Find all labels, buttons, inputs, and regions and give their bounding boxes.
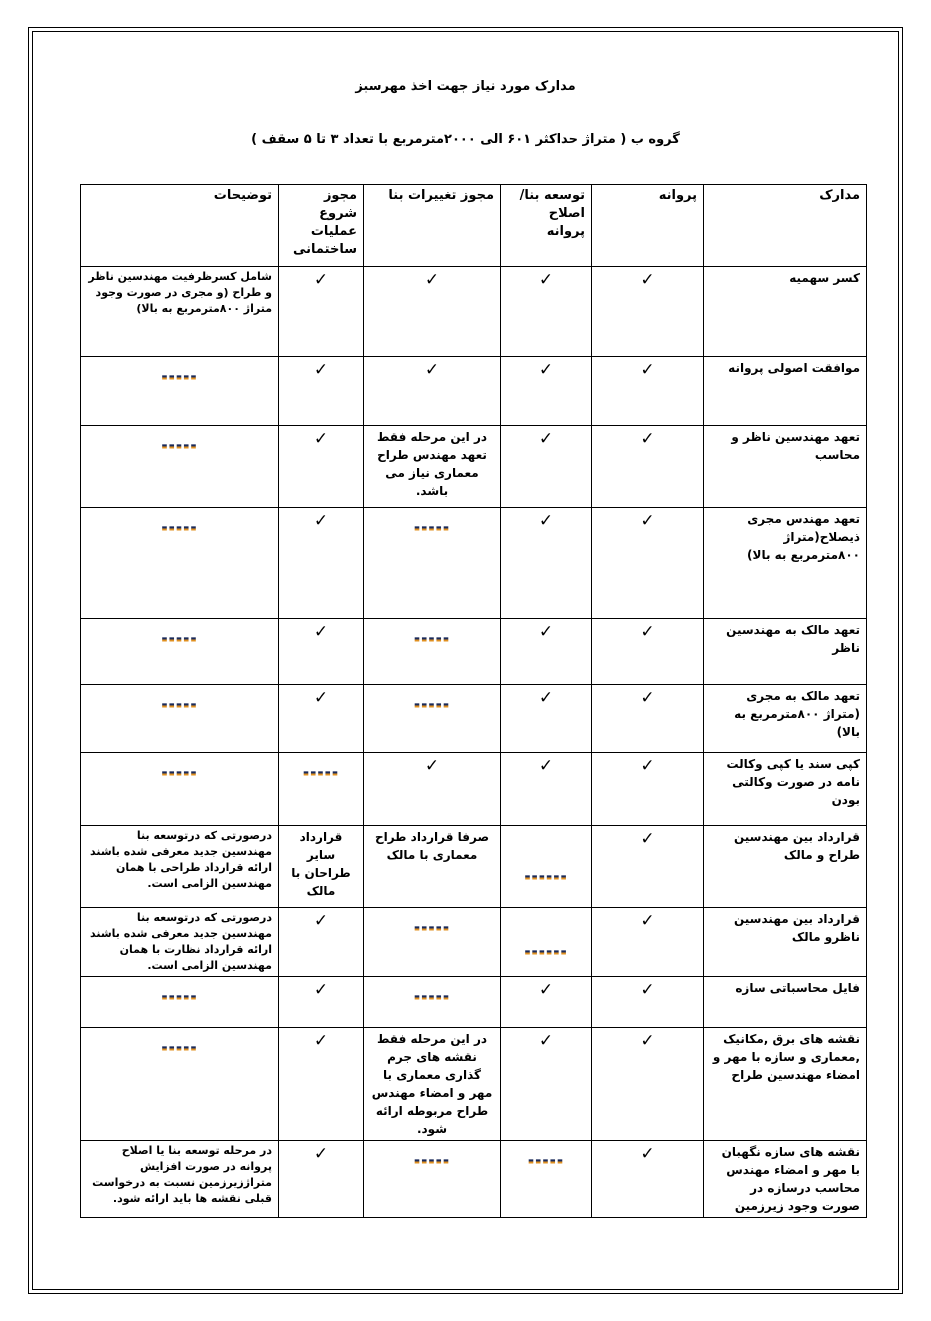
page-border-outer bbox=[28, 27, 903, 1294]
dash-placeholder: ----- bbox=[80, 356, 279, 426]
cell-notes: شامل کسرظرفیت مهندسین ناظر و طراح (و مجر… bbox=[80, 266, 279, 357]
cell-document: تعهد مهندس مجری ذیصلاح(متراژ ۸۰۰مترمربع … bbox=[703, 507, 867, 619]
check-icon: ✓ bbox=[278, 1027, 364, 1141]
dash-placeholder: ----- bbox=[80, 618, 279, 685]
cell-document: تعهد مالک به مهندسین ناظر bbox=[703, 618, 867, 685]
dash-placeholder: ----- bbox=[80, 976, 279, 1028]
cell-document: نقشه های برق ,مکانیک ,معماری و سازه با م… bbox=[703, 1027, 867, 1141]
check-icon: ✓ bbox=[591, 684, 704, 753]
dash-placeholder: ----- bbox=[278, 752, 364, 826]
table-row: نقشه های برق ,مکانیک ,معماری و سازه با م… bbox=[80, 1027, 867, 1141]
document-subtitle: گروه ب ( متراژ حداکثر ۶۰۱ الی ۲۰۰۰مترمرب… bbox=[251, 132, 680, 147]
check-icon: ✓ bbox=[500, 1027, 592, 1141]
header-permit: پروانه bbox=[591, 184, 704, 267]
check-icon: ✓ bbox=[278, 618, 364, 685]
cell-document: موافقت اصولی پروانه bbox=[703, 356, 867, 426]
check-icon: ✓ bbox=[591, 618, 704, 685]
check-icon: ✓ bbox=[591, 266, 704, 357]
check-icon: ✓ bbox=[500, 618, 592, 685]
check-icon: ✓ bbox=[500, 976, 592, 1028]
check-icon: ✓ bbox=[500, 425, 592, 508]
cell-start-permit: قرارداد سایر طراحان با مالک bbox=[278, 825, 364, 908]
cell-change-permit: صرفا قرارداد طراح معماری با مالک bbox=[363, 825, 501, 908]
check-icon: ✓ bbox=[278, 1140, 364, 1218]
check-icon: ✓ bbox=[363, 356, 501, 426]
table-row: موافقت اصولی پروانه ✓ ✓ ✓ ✓ ----- bbox=[80, 356, 867, 426]
check-icon: ✓ bbox=[278, 976, 364, 1028]
cell-document: تعهد مالک به مجری (متراژ ۸۰۰مترمربع به ب… bbox=[703, 684, 867, 753]
table-row: تعهد مهندسین ناظر و محاسب ✓ ✓ در این مرحله … bbox=[80, 425, 867, 508]
table-row: نقشه های سازه نگهبان با مهر و امضاء مهند… bbox=[80, 1140, 867, 1218]
table-row: تعهد مهندس مجری ذیصلاح(متراژ ۸۰۰مترمربع … bbox=[80, 507, 867, 619]
cell-change-permit: در این مرحله فقط نقشه های جرم گذاری معما… bbox=[363, 1027, 501, 1141]
cell-document: کسر سهمیه bbox=[703, 266, 867, 357]
dash-placeholder: ----- bbox=[363, 1140, 501, 1218]
header-change-permit: مجوز تغییرات بنا bbox=[363, 184, 501, 267]
table-row: قرارداد بین مهندسین طراح و مالک ✓ ------ صر… bbox=[80, 825, 867, 908]
dash-placeholder: ----- bbox=[80, 425, 279, 508]
check-icon: ✓ bbox=[278, 507, 364, 619]
dash-placeholder: ----- bbox=[363, 507, 501, 619]
dash-placeholder: ----- bbox=[80, 684, 279, 753]
table-row: کپی سند یا کپی وکالت نامه در صورت وکالتی… bbox=[80, 752, 867, 826]
dash-placeholder: ----- bbox=[363, 684, 501, 753]
check-icon: ✓ bbox=[500, 266, 592, 357]
table-row: تعهد مالک به مجری (متراژ ۸۰۰مترمربع به ب… bbox=[80, 684, 867, 753]
check-icon: ✓ bbox=[591, 976, 704, 1028]
check-icon: ✓ bbox=[591, 356, 704, 426]
check-icon: ✓ bbox=[591, 1140, 704, 1218]
cell-notes: در مرحله توسعه بنا یا اصلاح پروانه در صو… bbox=[80, 1140, 279, 1218]
check-icon: ✓ bbox=[278, 266, 364, 357]
header-document: مدارک bbox=[703, 184, 867, 267]
table-row: کسر سهمیه ✓ ✓ ✓ ✓ شامل کسرظرفیت مهندسین ناظر … bbox=[80, 266, 867, 357]
header-notes: توضیحات bbox=[80, 184, 279, 267]
check-icon: ✓ bbox=[278, 907, 364, 977]
check-icon: ✓ bbox=[500, 356, 592, 426]
cell-notes: درصورتی که درتوسعه بنا مهندسین جدید معرف… bbox=[80, 825, 279, 908]
table-row: فایل محاسباتی سازه ✓ ✓ ----- ✓ ----- bbox=[80, 976, 867, 1028]
dash-placeholder: ----- bbox=[363, 618, 501, 685]
check-icon: ✓ bbox=[363, 752, 501, 826]
check-icon: ✓ bbox=[278, 425, 364, 508]
check-icon: ✓ bbox=[591, 425, 704, 508]
page-border-inner bbox=[32, 31, 899, 1290]
dash-placeholder: ----- bbox=[363, 907, 501, 977]
check-icon: ✓ bbox=[500, 507, 592, 619]
dash-placeholder: ----- bbox=[500, 1140, 592, 1218]
cell-document: تعهد مهندسین ناظر و محاسب bbox=[703, 425, 867, 508]
check-icon: ✓ bbox=[500, 752, 592, 826]
header-start-permit: مجوز شروع عملیات ساختمانی bbox=[278, 184, 364, 267]
check-icon: ✓ bbox=[591, 1027, 704, 1141]
check-icon: ✓ bbox=[591, 825, 704, 908]
dash-placeholder: ----- bbox=[363, 976, 501, 1028]
check-icon: ✓ bbox=[591, 752, 704, 826]
check-icon: ✓ bbox=[591, 507, 704, 619]
cell-notes: درصورتی که درتوسعه بنا مهندسین جدید معرف… bbox=[80, 907, 279, 977]
dash-placeholder: ----- bbox=[80, 507, 279, 619]
header-row: مدارک پروانه توسعه بنا/اصلاح پروانه مجوز تغ… bbox=[80, 184, 867, 267]
header-extension: توسعه بنا/اصلاح پروانه bbox=[500, 184, 592, 267]
check-icon: ✓ bbox=[591, 907, 704, 977]
table-row: تعهد مالک به مهندسین ناظر ✓ ✓ ----- ✓ ----- bbox=[80, 618, 867, 685]
check-icon: ✓ bbox=[500, 684, 592, 753]
cell-document: فایل محاسباتی سازه bbox=[703, 976, 867, 1028]
dash-placeholder: ----- bbox=[80, 1027, 279, 1141]
documents-table: مدارک پروانه توسعه بنا/اصلاح پروانه مجوز تغ… bbox=[80, 184, 867, 1218]
cell-document: نقشه های سازه نگهبان با مهر و امضاء مهند… bbox=[703, 1140, 867, 1218]
cell-document: قرارداد بین مهندسین ناظرو مالک bbox=[703, 907, 867, 977]
check-icon: ✓ bbox=[363, 266, 501, 357]
cell-document: قرارداد بین مهندسین طراح و مالک bbox=[703, 825, 867, 908]
cell-change-permit: در این مرحله فقط تعهد مهندس طراح معماری … bbox=[363, 425, 501, 508]
check-icon: ✓ bbox=[278, 356, 364, 426]
dash-placeholder: ------ bbox=[500, 825, 592, 908]
table-row: قرارداد بین مهندسین ناظرو مالک ✓ ------ ---… bbox=[80, 907, 867, 977]
dash-placeholder: ------ bbox=[500, 907, 592, 977]
cell-document: کپی سند یا کپی وکالت نامه در صورت وکالتی… bbox=[703, 752, 867, 826]
check-icon: ✓ bbox=[278, 684, 364, 753]
document-title: مدارک مورد نیاز جهت اخذ مهرسبز bbox=[355, 79, 576, 94]
dash-placeholder: ----- bbox=[80, 752, 279, 826]
